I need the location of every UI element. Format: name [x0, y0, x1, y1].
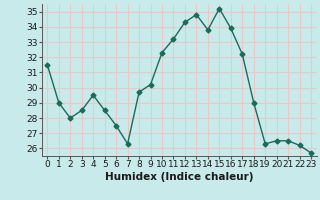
X-axis label: Humidex (Indice chaleur): Humidex (Indice chaleur) — [105, 172, 253, 182]
